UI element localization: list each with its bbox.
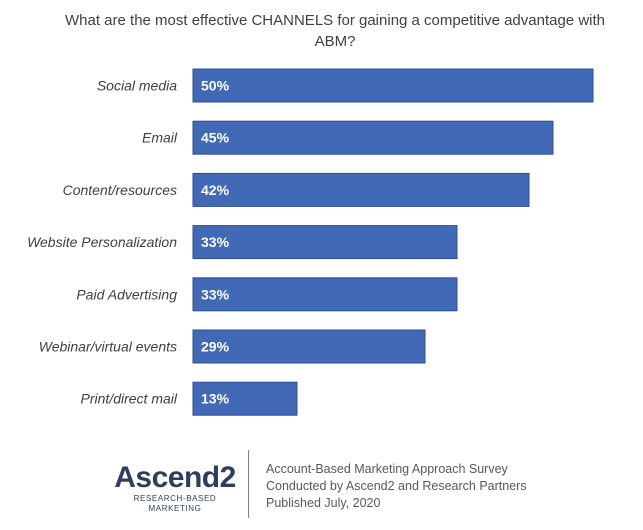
logo-wordmark: Ascend2 <box>114 461 236 494</box>
bar-social-media <box>192 68 594 103</box>
category-label: Website Personalization <box>27 234 177 250</box>
chart-title: What are the most effective CHANNELS for… <box>65 12 605 50</box>
category-label: Content/resources <box>63 182 177 198</box>
value-label: 33% <box>201 286 230 302</box>
bar-chart: Social media 50% Email 45% Content/resources… <box>27 68 594 416</box>
value-label: 13% <box>201 391 230 407</box>
source-note: Account-Based Marketing Approach Survey … <box>266 461 527 512</box>
value-label: 33% <box>201 234 230 250</box>
category-label: Webinar/virtual events <box>39 339 177 355</box>
bar-paid-advertising <box>192 277 458 312</box>
source-line-published: Published July, 2020 <box>266 496 381 510</box>
category-label: Email <box>142 130 178 146</box>
category-label: Print/direct mail <box>81 391 178 407</box>
bar-email <box>192 120 554 155</box>
logo-tagline: RESEARCH-BASED MARKETING <box>133 494 217 513</box>
category-label: Social media <box>97 78 177 94</box>
bar-print-direct-mail <box>192 381 298 416</box>
value-label: 29% <box>201 339 230 355</box>
value-label: 42% <box>201 182 230 198</box>
value-label: 50% <box>201 78 230 94</box>
bar-website-personalization <box>192 225 458 260</box>
value-label: 45% <box>201 130 230 146</box>
ascend2-logo: Ascend2 RESEARCH-BASED MARKETING <box>112 462 238 514</box>
bar-content-resources <box>192 172 530 207</box>
source-line-conducted: Conducted by Ascend2 and Research Partne… <box>266 479 527 493</box>
source-line-survey: Account-Based Marketing Approach Survey <box>266 462 508 476</box>
footer-divider <box>248 450 249 518</box>
category-label: Paid Advertising <box>76 286 177 302</box>
bar-webinar-virtual-events <box>192 329 426 364</box>
